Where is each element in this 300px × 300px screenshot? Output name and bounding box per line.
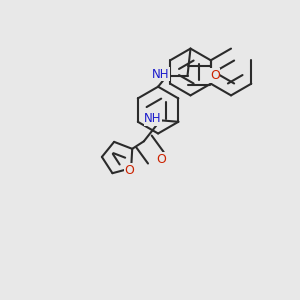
Text: NH: NH: [152, 68, 169, 81]
Text: O: O: [210, 69, 220, 82]
Text: O: O: [125, 164, 135, 177]
Text: NH: NH: [144, 112, 162, 125]
Text: O: O: [156, 153, 166, 166]
